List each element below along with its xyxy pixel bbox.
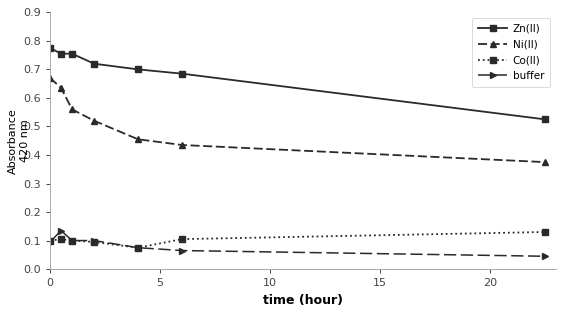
Zn(II) [91,62,98,66]
Ni(II) [179,143,186,147]
Ni(II) [47,76,54,80]
Ni(II) [69,107,76,111]
Co(II) [47,239,54,243]
buffer [135,246,142,249]
Ni(II) [58,86,64,90]
Co(II) [69,239,76,243]
Line: Zn(II): Zn(II) [47,45,548,123]
buffer [69,239,76,243]
Ni(II) [91,119,98,123]
Co(II) [541,230,548,234]
Zn(II) [135,67,142,71]
Co(II) [91,240,98,244]
Line: Co(II): Co(II) [47,229,548,251]
Y-axis label: Absorbance
420 nm: Absorbance 420 nm [8,108,30,174]
Zn(II) [179,72,186,76]
buffer [91,239,98,243]
buffer [179,249,186,252]
X-axis label: time (hour): time (hour) [263,294,343,307]
Line: buffer: buffer [47,228,548,259]
Zn(II) [69,52,76,55]
Co(II) [58,237,64,241]
Zn(II) [541,117,548,121]
buffer [541,254,548,258]
Co(II) [135,246,142,249]
buffer [58,229,64,232]
Co(II) [179,237,186,241]
Zn(II) [47,46,54,50]
Ni(II) [541,160,548,164]
Zn(II) [58,52,64,55]
Line: Ni(II): Ni(II) [47,74,548,166]
Ni(II) [135,137,142,141]
buffer [47,240,54,244]
Legend: Zn(II), Ni(II), Co(II), buffer: Zn(II), Ni(II), Co(II), buffer [472,18,550,87]
